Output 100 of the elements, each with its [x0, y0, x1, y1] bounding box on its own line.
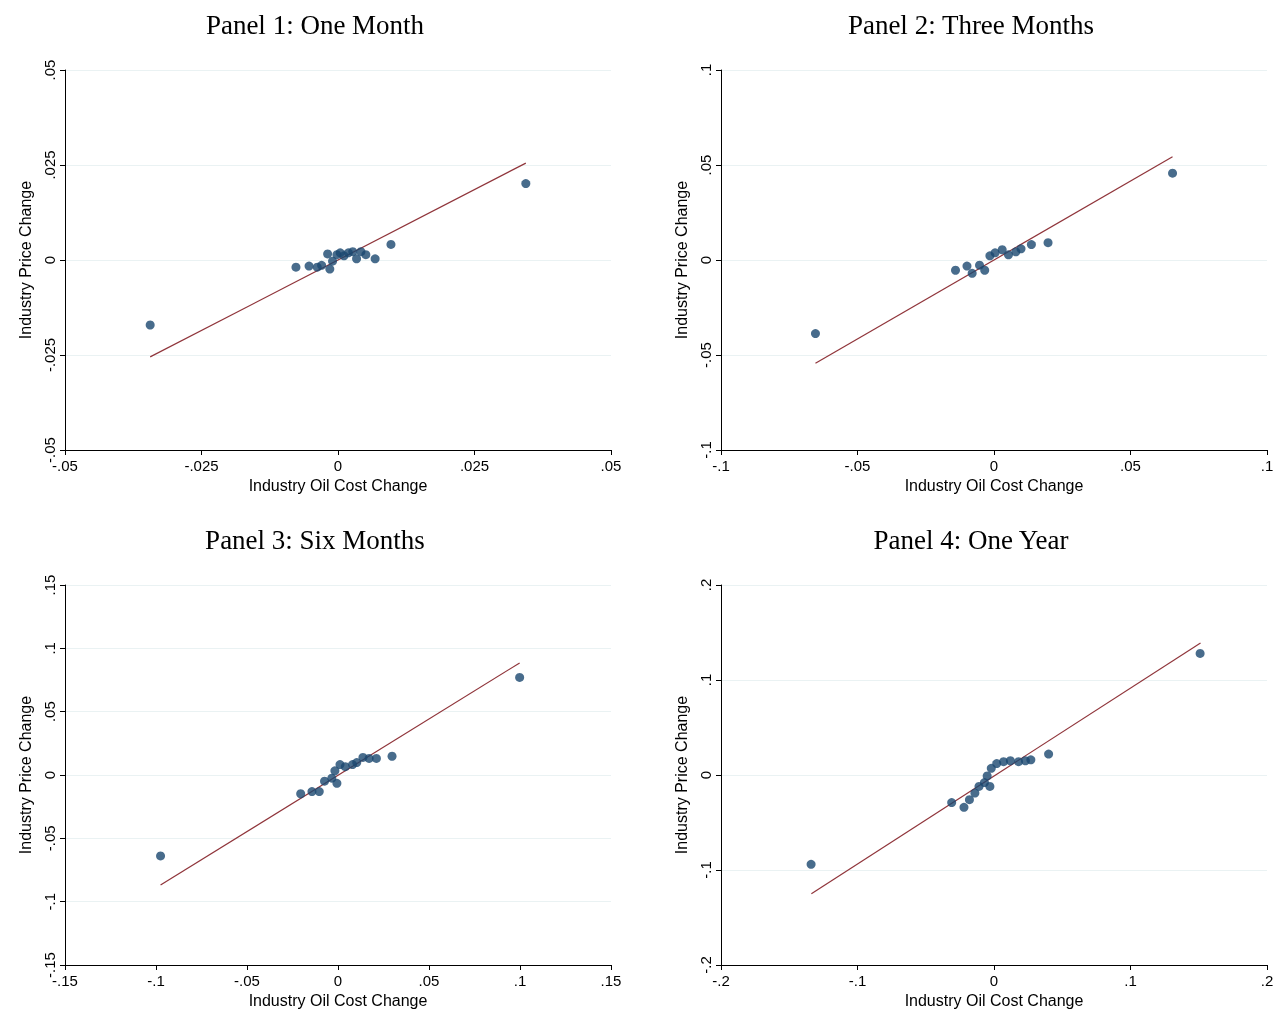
y-tick-label: 0 — [697, 255, 714, 265]
y-tick-label: -.1 — [41, 892, 58, 911]
x-tick-label: -.1 — [848, 972, 867, 989]
x-tick-label: .1 — [1124, 972, 1137, 989]
x-tick-label: .1 — [1260, 457, 1273, 474]
x-axis-title: Industry Oil Cost Change — [248, 477, 428, 495]
point — [361, 250, 371, 260]
chart-title: Panel 2: Three Months — [847, 9, 1095, 40]
point — [296, 789, 306, 799]
point — [330, 766, 340, 776]
x-tick-label: 0 — [333, 457, 343, 474]
y-tick-label: .1 — [697, 673, 714, 687]
x-axis-title: Industry Oil Cost Change — [904, 477, 1084, 495]
x-tick-label: -.1 — [712, 457, 730, 474]
point — [371, 753, 381, 763]
point — [291, 262, 301, 272]
point — [970, 788, 980, 798]
point — [387, 751, 397, 761]
chart-title: Panel 3: Six Months — [205, 524, 425, 555]
point — [352, 254, 362, 264]
point — [1044, 749, 1054, 759]
point — [985, 781, 995, 791]
point — [325, 264, 335, 274]
x-axis-title: Industry Oil Cost Change — [248, 992, 428, 1010]
y-tick-label: .1 — [41, 642, 58, 655]
point — [317, 260, 327, 270]
point — [959, 802, 969, 812]
point — [323, 249, 333, 259]
point — [1043, 238, 1053, 248]
y-tick-label: .05 — [41, 59, 58, 81]
y-tick-label: -.1 — [697, 441, 714, 459]
y-tick-label: -.05 — [41, 825, 58, 852]
y-axis-title: Industry Price Change — [672, 180, 690, 340]
point — [328, 256, 338, 266]
point — [521, 179, 531, 189]
point — [980, 265, 990, 275]
point — [348, 247, 358, 257]
point — [1003, 250, 1013, 260]
point — [332, 778, 342, 788]
chart-title: Panel 4: One Year — [873, 524, 1069, 555]
y-tick-label: -.2 — [697, 956, 714, 974]
point — [370, 254, 380, 264]
x-axis-title: Industry Oil Cost Change — [904, 992, 1084, 1010]
y-tick-label: .025 — [41, 150, 58, 180]
y-axis-title: Industry Price Change — [672, 695, 690, 855]
point — [997, 245, 1007, 255]
x-tick-label: -.05 — [844, 457, 871, 474]
y-axis-title: Industry Price Change — [16, 695, 34, 855]
y-tick-label: .2 — [697, 578, 714, 592]
y-tick-label: 0 — [41, 255, 58, 265]
point — [320, 776, 330, 786]
point — [314, 787, 324, 797]
point — [951, 265, 961, 275]
point — [364, 753, 374, 763]
point — [340, 762, 350, 772]
y-tick-label: .1 — [697, 63, 714, 77]
point — [145, 320, 155, 330]
x-tick-label: .05 — [418, 972, 440, 989]
x-tick-label: .05 — [600, 457, 622, 474]
point — [982, 771, 992, 781]
x-tick-label: -.1 — [147, 972, 165, 989]
chart-title: Panel 1: One Month — [205, 9, 425, 40]
x-tick-label: -.2 — [712, 972, 730, 989]
x-tick-label: -.05 — [52, 457, 78, 474]
point — [1020, 756, 1030, 766]
point — [1195, 648, 1205, 658]
y-tick-label: -.025 — [41, 337, 58, 373]
x-tick-label: -.05 — [234, 972, 260, 989]
point — [515, 672, 525, 682]
point — [806, 859, 816, 869]
x-tick-label: -.15 — [52, 972, 78, 989]
point — [967, 268, 977, 278]
point — [1016, 244, 1026, 254]
x-tick-label: .1 — [513, 972, 527, 989]
point — [352, 758, 362, 768]
x-tick-label: 0 — [989, 972, 999, 989]
y-tick-label: .05 — [697, 154, 714, 176]
y-tick-label: -.05 — [697, 342, 714, 368]
y-tick-label: 0 — [697, 770, 714, 780]
point — [962, 261, 972, 271]
x-tick-label: .15 — [600, 972, 622, 989]
x-tick-label: .05 — [1120, 457, 1141, 474]
x-tick-label: .2 — [1260, 972, 1273, 989]
point — [810, 329, 820, 339]
y-axis-title: Industry Price Change — [16, 180, 34, 340]
x-tick-label: 0 — [333, 972, 343, 989]
point — [1005, 756, 1015, 766]
point — [156, 851, 166, 861]
point — [304, 261, 314, 271]
point — [990, 248, 1000, 258]
point — [1168, 168, 1178, 178]
y-tick-label: -.1 — [697, 861, 714, 879]
point — [964, 795, 974, 805]
x-tick-label: -.025 — [184, 457, 219, 474]
x-tick-label: .025 — [459, 457, 490, 474]
y-tick-label: .05 — [41, 701, 58, 723]
point — [986, 763, 996, 773]
point — [1026, 240, 1036, 250]
point — [386, 239, 396, 249]
x-tick-label: 0 — [989, 457, 999, 474]
